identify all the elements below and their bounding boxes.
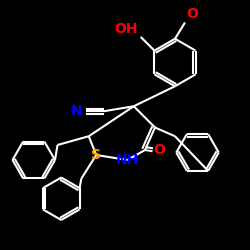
Text: N: N <box>71 104 83 118</box>
Text: O: O <box>186 7 198 21</box>
Text: S: S <box>91 148 101 162</box>
Text: OH: OH <box>115 22 138 36</box>
Text: O: O <box>154 143 166 157</box>
Text: NH: NH <box>116 153 139 167</box>
